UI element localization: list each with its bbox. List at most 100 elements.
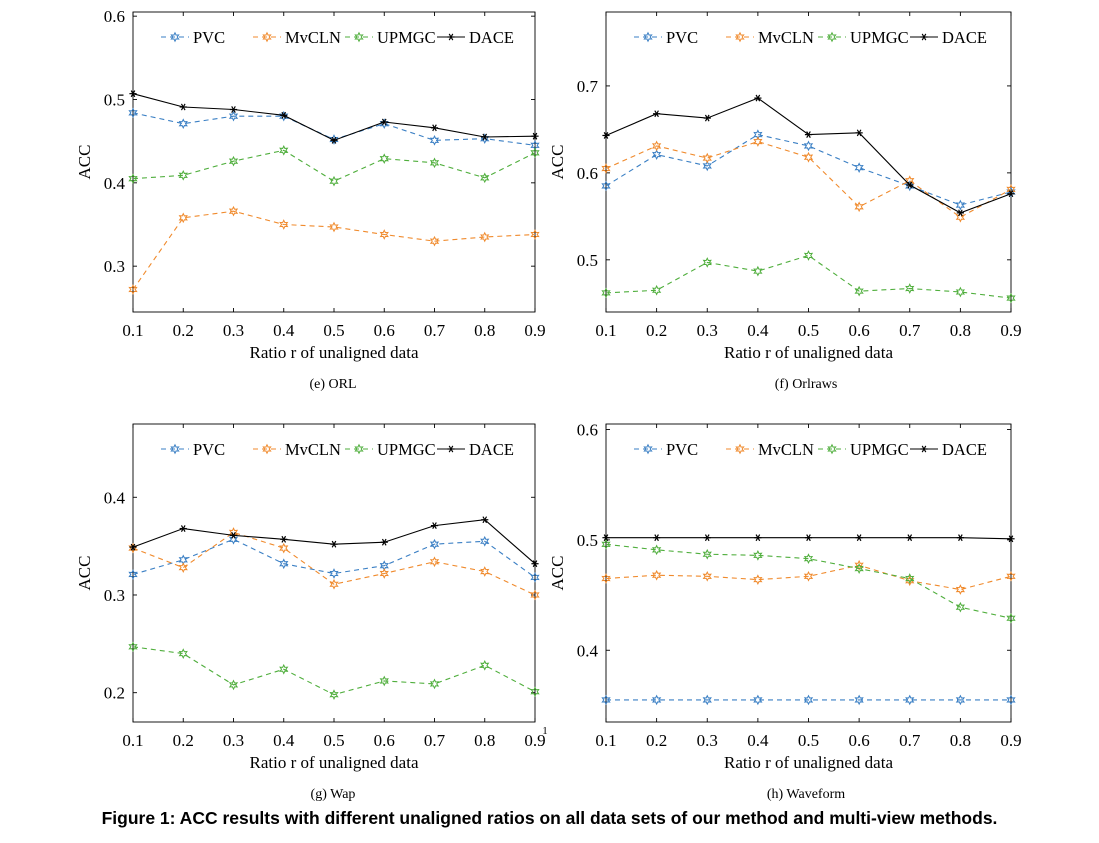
data-point <box>804 534 813 542</box>
series-line <box>605 97 1012 214</box>
legend-entry-dace: DACE <box>910 440 987 459</box>
legend-marker <box>170 31 180 43</box>
data-point <box>530 572 540 583</box>
data-point <box>955 584 966 595</box>
data-point <box>128 107 138 119</box>
legend-label: UPMGC <box>377 28 436 47</box>
legend-label: PVC <box>666 28 698 47</box>
data-point <box>854 162 864 174</box>
series-line <box>605 254 1012 299</box>
legend-entry-upmgc: UPMGC <box>345 28 436 47</box>
data-point <box>229 106 238 113</box>
legend-label: PVC <box>193 440 225 459</box>
x-tick-label: 0.5 <box>798 731 819 750</box>
data-point <box>429 134 440 146</box>
legend-label: DACE <box>942 440 987 459</box>
series-line <box>132 531 536 596</box>
series-pvc <box>128 533 540 583</box>
data-point <box>854 285 864 297</box>
data-point <box>803 151 814 163</box>
y-axis-label: ACC <box>75 556 94 591</box>
x-axis-label: Ratio r of unaligned data <box>249 753 418 772</box>
data-point <box>429 538 440 550</box>
data-point <box>1006 186 1016 198</box>
data-point <box>651 284 662 296</box>
x-tick-label: 0.3 <box>697 731 718 750</box>
legend-label: MvCLN <box>285 440 341 459</box>
legend-marker <box>643 31 653 43</box>
x-axis-label: Ratio r of unaligned data <box>724 343 893 362</box>
y-tick-label: 0.5 <box>577 531 598 550</box>
panel-caption-g: (g) Wap <box>310 787 356 802</box>
legend-entry-upmgc: UPMGC <box>818 440 909 459</box>
legend-entry-pvc: PVC <box>634 440 698 459</box>
data-point <box>129 90 137 98</box>
data-point <box>753 694 763 706</box>
data-point <box>280 535 288 543</box>
legend-entry-mvcln: MvCLN <box>726 28 814 47</box>
x-tick-label: 0.4 <box>273 731 295 750</box>
data-point <box>429 678 440 690</box>
chart-panel-3: 0.1 0.2 0.3 0.4 0.5 0.6 0.7 0.8 0.9 0.4 0.5 0.6 Rati… <box>548 421 1022 772</box>
data-point <box>803 250 814 261</box>
data-point <box>530 686 540 698</box>
legend-label: MvCLN <box>758 440 814 459</box>
series-dace <box>129 516 539 568</box>
data-point <box>228 679 239 691</box>
data-point <box>753 574 763 585</box>
data-point <box>329 568 339 579</box>
plot-frame <box>132 11 536 313</box>
x-tick-label: 0.1 <box>122 731 143 750</box>
data-point <box>753 549 763 561</box>
data-point <box>601 287 611 299</box>
data-point <box>601 538 611 550</box>
panel-caption-f: (f) Orlraws <box>774 377 838 392</box>
x-tick-label: 0.2 <box>173 321 194 340</box>
data-point <box>379 675 389 687</box>
data-point <box>228 110 239 122</box>
data-point <box>803 570 814 582</box>
x-tick-label: 0.7 <box>424 321 446 340</box>
series-pvc <box>128 107 540 151</box>
data-point <box>906 181 914 189</box>
chart-panel-2: 0.1 0.2 0.3 0.4 0.5 0.6 0.7 0.8 0.91 0.2 0.3 0.4 Rat… <box>75 423 548 772</box>
series-mvcln <box>128 205 540 295</box>
data-point <box>855 129 863 137</box>
x-tick-label: 0.8 <box>950 731 971 750</box>
x-tick-label: 0.7 <box>899 321 921 340</box>
x-tick-label: 0.6 <box>374 731 395 750</box>
legend-entry-dace: DACE <box>910 28 987 47</box>
y-tick-label: 0.2 <box>104 684 125 703</box>
data-point <box>955 286 966 298</box>
data-point <box>854 563 864 574</box>
data-point <box>480 535 490 547</box>
data-point <box>330 540 338 548</box>
data-point <box>329 578 339 590</box>
series-line <box>132 149 536 182</box>
data-point <box>601 694 611 706</box>
legend-label: DACE <box>469 28 514 47</box>
series-dace <box>602 534 1015 543</box>
data-point <box>1006 694 1016 706</box>
legend-entry-mvcln: MvCLN <box>253 440 341 459</box>
data-point <box>702 570 712 582</box>
legend-marker <box>735 443 745 455</box>
x-tick-label: 0.2 <box>646 731 667 750</box>
x-tick-label: 0.1 <box>595 321 616 340</box>
series-pvc <box>601 694 1016 706</box>
legend-marker <box>354 443 364 455</box>
series-line <box>132 519 536 565</box>
data-point <box>955 694 966 706</box>
data-point <box>178 169 188 181</box>
data-point <box>329 221 339 233</box>
series-mvcln <box>128 527 540 601</box>
x-axis-label: Ratio r of unaligned data <box>249 343 418 362</box>
data-point <box>329 175 339 187</box>
data-point <box>651 149 662 160</box>
legend-entry-dace: DACE <box>437 440 514 459</box>
data-point <box>601 163 611 174</box>
x-tick-label: 0.8 <box>474 321 495 340</box>
data-point <box>1007 190 1015 198</box>
x-tick-label: 0.3 <box>697 321 718 340</box>
